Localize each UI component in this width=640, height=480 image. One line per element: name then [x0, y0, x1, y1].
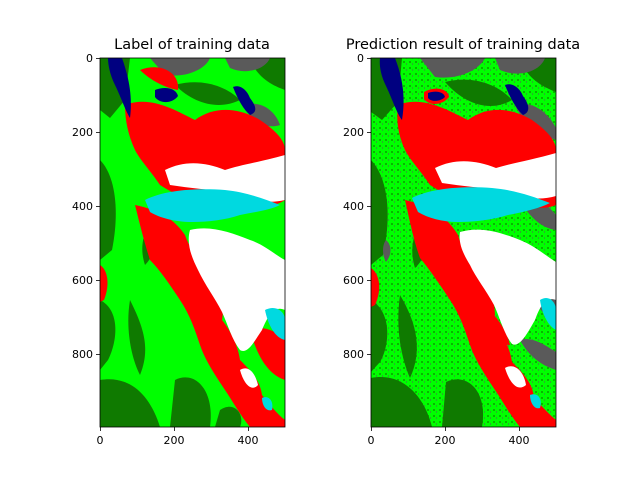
- left-y-tick-label: 600: [72, 274, 93, 287]
- right-classification-map: [371, 58, 556, 427]
- right-x-tick-label: 0: [368, 434, 375, 447]
- right-y-tick-label: 800: [343, 348, 364, 361]
- right-y-tick-label: 600: [343, 274, 364, 287]
- left-panel: Label of training data: [72, 37, 286, 447]
- right-map-layers: [371, 58, 556, 427]
- left-x-tick-label: 0: [97, 434, 104, 447]
- right-x-tick-label: 400: [509, 434, 530, 447]
- left-y-tick-label: 800: [72, 348, 93, 361]
- left-map-layers: [100, 58, 285, 427]
- right-x-axis: 0 200 400: [368, 427, 530, 447]
- left-panel-title: Label of training data: [114, 37, 270, 53]
- left-axes-frame: [99, 57, 286, 428]
- right-y-axis: 0 200 400 600 800: [343, 52, 371, 361]
- left-y-tick-label: 0: [86, 52, 93, 65]
- right-y-tick-label: 400: [343, 200, 364, 213]
- right-axes-frame: [370, 57, 557, 428]
- left-y-tick-label: 200: [72, 126, 93, 139]
- right-y-tick-label: 200: [343, 126, 364, 139]
- left-y-axis: 0 200 400 600 800: [72, 52, 100, 361]
- left-x-tick-label: 200: [164, 434, 185, 447]
- right-panel: Prediction result of training data: [343, 37, 580, 447]
- right-x-tick-label: 200: [435, 434, 456, 447]
- right-panel-title: Prediction result of training data: [346, 37, 580, 53]
- left-y-tick-label: 400: [72, 200, 93, 213]
- left-classification-map: [100, 58, 285, 427]
- right-y-tick-label: 0: [357, 52, 364, 65]
- left-x-axis: 0 200 400: [97, 427, 259, 447]
- left-x-tick-label: 400: [238, 434, 259, 447]
